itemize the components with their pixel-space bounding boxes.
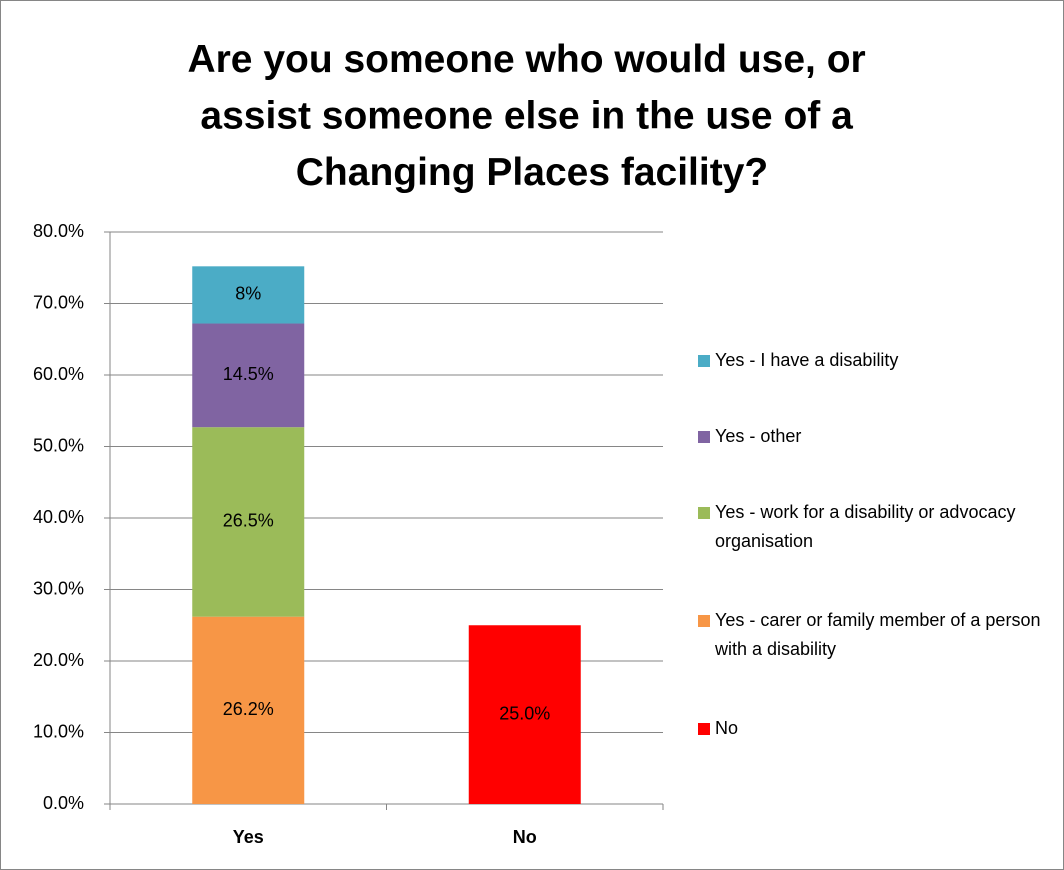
legend-label: Yes - I have a disability <box>715 350 898 370</box>
legend-label: Yes - other <box>715 426 801 446</box>
y-tick-label: 10.0% <box>33 721 84 741</box>
bar-segment <box>192 427 305 617</box>
x-tick-label: Yes <box>233 827 264 847</box>
legend-swatch <box>698 431 710 443</box>
chart-title: Are you someone who would use, or assist… <box>187 38 876 194</box>
y-tick-label: 20.0% <box>33 650 84 670</box>
y-tick-label: 50.0% <box>33 435 84 455</box>
y-tick-label: 0.0% <box>43 793 84 813</box>
bar-segment <box>468 625 581 804</box>
x-tick-label: No <box>513 827 537 847</box>
legend-swatch <box>698 507 710 519</box>
legend-swatch <box>698 615 710 627</box>
y-tick-label: 60.0% <box>33 364 84 384</box>
y-tick-label: 40.0% <box>33 507 84 527</box>
legend-label: Yes - work for a disability or advocacy … <box>715 502 1020 551</box>
data-label: 8% <box>235 284 261 304</box>
legend-label: Yes - carer or family member of a person… <box>714 610 1045 659</box>
bar-segment <box>192 323 305 428</box>
legend-swatch <box>698 723 710 735</box>
bar-segment <box>192 616 305 804</box>
legend-label: No <box>715 718 738 738</box>
data-label: 26.5% <box>223 511 274 531</box>
y-tick-label: 30.0% <box>33 578 84 598</box>
y-tick-label: 70.0% <box>33 292 84 312</box>
data-label: 14.5% <box>223 364 274 384</box>
legend-swatch <box>698 355 710 367</box>
y-tick-label: 80.0% <box>33 221 84 241</box>
data-label: 26.2% <box>223 699 274 719</box>
bar-segment <box>192 266 305 324</box>
data-label: 25.0% <box>499 703 550 723</box>
